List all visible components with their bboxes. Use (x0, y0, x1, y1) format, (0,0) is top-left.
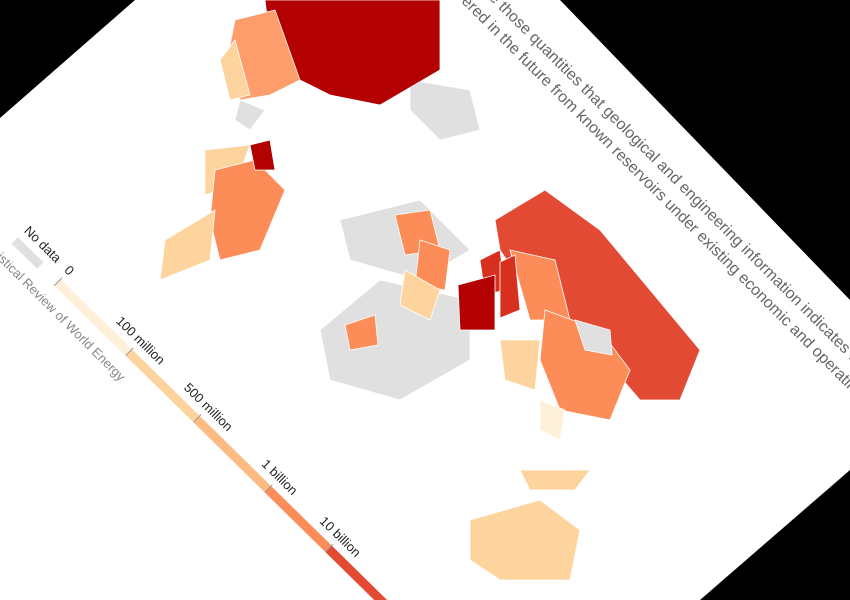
venezuela (249, 139, 276, 171)
legend-tick (193, 414, 202, 423)
libya (414, 239, 451, 291)
iran (499, 254, 521, 319)
sudan (399, 269, 441, 321)
mongolia (574, 319, 613, 356)
southeast-asia (539, 399, 566, 441)
greenland (409, 79, 481, 141)
legend-swatch (193, 415, 272, 493)
legend-tick (53, 277, 63, 286)
legend-swatch (125, 349, 200, 423)
central-america (234, 99, 266, 131)
legend-tick (125, 347, 134, 357)
legend-swatch (54, 279, 132, 356)
world-map (159, 0, 701, 581)
legend-swatch (325, 545, 389, 600)
saudi-arabia (457, 274, 496, 331)
india (499, 339, 541, 391)
argentina (159, 209, 216, 281)
legend-tick (264, 484, 273, 493)
indonesia (519, 469, 591, 491)
australia (469, 499, 581, 581)
mexico (219, 39, 251, 101)
legend-swatch (264, 485, 332, 552)
legend-no-data-swatch (11, 237, 44, 269)
legend-tick (324, 543, 334, 553)
nigeria (344, 314, 379, 351)
